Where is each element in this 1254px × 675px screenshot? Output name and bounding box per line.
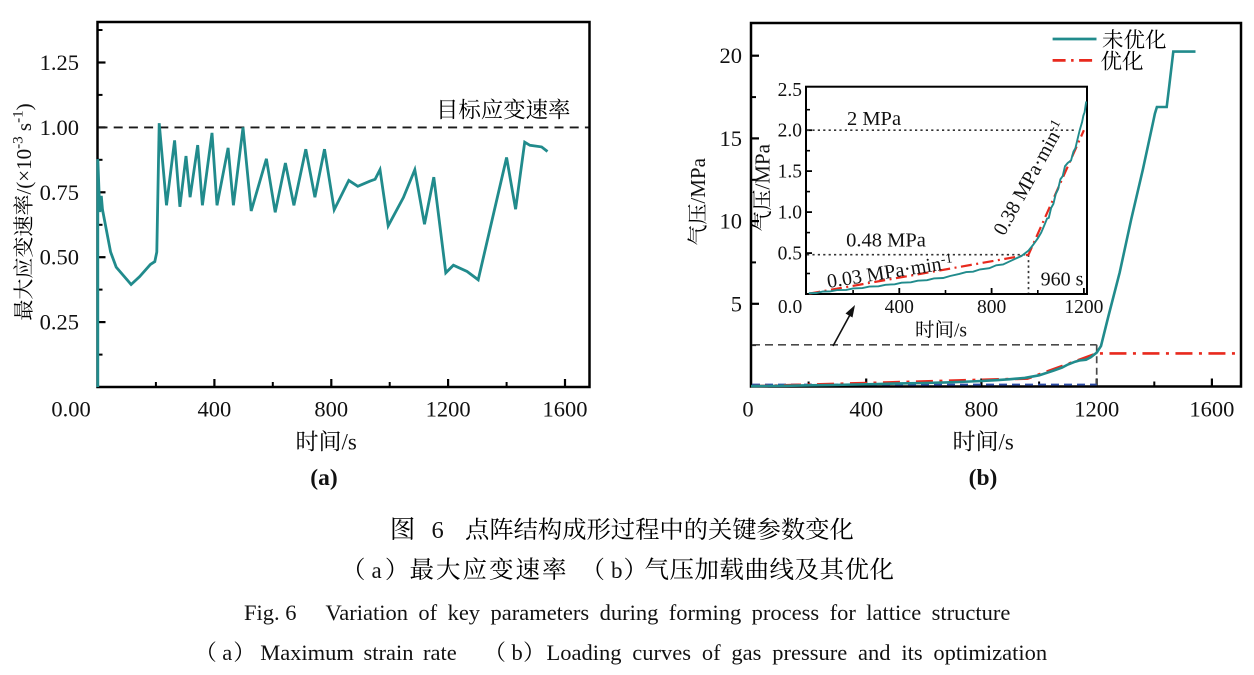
svg-text:0.0: 0.0 [778, 297, 802, 318]
svg-text:2.0: 2.0 [778, 121, 802, 142]
svg-text:0.5: 0.5 [778, 244, 802, 265]
svg-text:(a): (a) [310, 465, 337, 491]
svg-text:/s: /s [342, 430, 357, 455]
svg-text:b: b [512, 640, 523, 665]
svg-text:2.5: 2.5 [778, 80, 802, 101]
svg-text:1.5: 1.5 [778, 162, 802, 183]
svg-text:800: 800 [977, 297, 1006, 318]
svg-text:0.75: 0.75 [40, 180, 79, 205]
svg-text:0.48 MPa: 0.48 MPa [846, 230, 926, 252]
svg-text:400: 400 [198, 397, 232, 422]
svg-text:10: 10 [720, 209, 743, 234]
svg-text:1.00: 1.00 [40, 115, 79, 140]
svg-text:1.0: 1.0 [778, 203, 802, 224]
svg-text:0: 0 [742, 397, 753, 422]
svg-text:a: a [372, 558, 382, 583]
svg-text:0.25: 0.25 [40, 310, 79, 335]
svg-text:2 MPa: 2 MPa [847, 108, 901, 130]
svg-text:a: a [222, 640, 232, 665]
svg-text:1200: 1200 [1064, 297, 1103, 318]
svg-text:400: 400 [849, 397, 883, 422]
svg-text:0.50: 0.50 [40, 245, 79, 270]
svg-text:1.25: 1.25 [40, 50, 79, 75]
svg-text:/MPa: /MPa [751, 143, 775, 189]
svg-text:5: 5 [731, 291, 742, 316]
svg-text:1600: 1600 [543, 397, 588, 422]
svg-text:b: b [611, 558, 623, 583]
svg-text:Fig. 6: Fig. 6 [244, 600, 297, 625]
svg-text:1600: 1600 [1189, 397, 1234, 422]
svg-text:/MPa: /MPa [686, 157, 710, 203]
svg-text:/s: /s [999, 430, 1014, 455]
svg-text:800: 800 [965, 397, 999, 422]
svg-text:Variation of key parameters du: Variation of key parameters during formi… [326, 600, 1011, 625]
svg-text:0.00: 0.00 [51, 397, 90, 422]
svg-text:20: 20 [720, 43, 743, 68]
svg-text:Maximum strain rate: Maximum strain rate [260, 640, 457, 665]
svg-text:400: 400 [885, 297, 914, 318]
svg-text:6: 6 [432, 517, 444, 544]
svg-text:960 s: 960 s [1041, 269, 1084, 291]
svg-text:800: 800 [314, 397, 348, 422]
svg-text:/s: /s [954, 321, 967, 342]
svg-text:15: 15 [720, 126, 743, 151]
svg-text:(b): (b) [969, 465, 998, 491]
svg-text:Loading curves of gas pressure: Loading curves of gas pressure and its o… [547, 640, 1048, 665]
svg-text:1200: 1200 [1074, 397, 1119, 422]
svg-text:1200: 1200 [426, 397, 471, 422]
